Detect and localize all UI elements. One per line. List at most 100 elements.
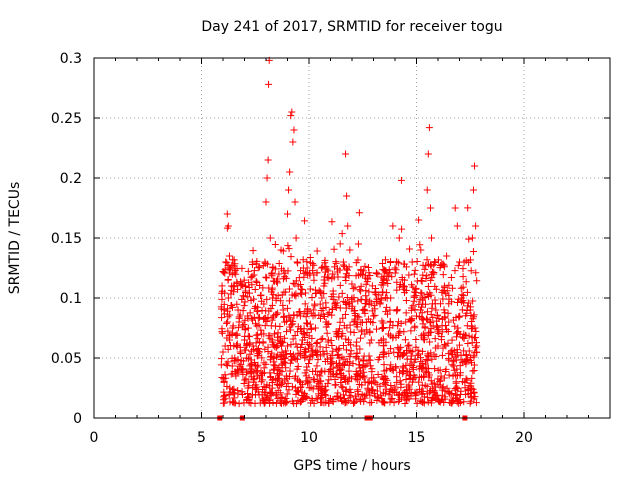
data-point [429,314,437,322]
data-point [271,362,279,370]
data-point [235,362,243,370]
data-point [226,342,234,350]
data-point [410,270,418,278]
data-point [333,360,341,368]
data-point [447,274,455,282]
data-point [239,322,247,330]
data-point [415,365,423,373]
data-point [348,298,356,306]
data-point [449,397,457,405]
data-point [440,283,448,291]
data-point [392,364,400,372]
data-point [253,257,261,265]
data-point [453,222,461,230]
data-point [288,397,296,405]
data-point [255,263,263,271]
data-point [301,217,309,225]
data-point [355,209,363,217]
data-point [364,263,372,271]
data-point [381,389,389,397]
data-point [294,397,302,405]
data-point [361,394,369,402]
data-point [233,342,241,350]
data-point [421,368,429,376]
data-point [336,240,344,248]
data-point [281,376,289,384]
data-point [306,320,314,328]
data-point [324,380,332,388]
data-point [251,302,259,310]
data-point [273,370,281,378]
data-point [356,395,364,403]
data-point [445,389,453,397]
data-point [466,357,474,365]
data-point [286,285,294,293]
data-point [351,317,359,325]
data-point [373,295,381,303]
data-point [249,342,257,350]
data-point [369,386,377,394]
data-point [438,328,446,336]
data-point [280,312,288,320]
data-point [353,338,361,346]
data-point [357,296,365,304]
data-point [457,298,465,306]
data-point [234,324,242,332]
data-point [223,224,231,232]
data-point [294,259,302,267]
data-point [237,349,245,357]
data-point [398,273,406,281]
data-point [346,246,354,254]
data-point [342,304,350,312]
data-point [338,230,346,238]
data-point [250,346,258,354]
data-point [424,331,432,339]
data-point [431,258,439,266]
data-point [371,378,379,386]
data-point [405,271,413,279]
data-point [257,368,265,376]
data-point [343,192,351,200]
data-point [266,332,274,340]
data-point [356,372,364,380]
data-point [241,316,249,324]
data-point [254,388,262,396]
data-point [443,252,451,260]
data-point [432,344,440,352]
data-point [239,365,247,373]
data-point [220,268,228,276]
data-point [469,297,477,305]
data-point [308,395,316,403]
data-point [416,397,424,405]
data-point [383,289,391,297]
data-point [218,282,226,290]
data-point [261,322,269,330]
data-point [418,277,426,285]
data-point [250,378,258,386]
data-point [218,329,226,337]
data-point [431,365,439,373]
data-point [296,307,304,315]
data-point [306,356,314,364]
data-point [372,269,380,277]
data-point [445,281,453,289]
data-point [263,174,271,182]
data-point [305,359,313,367]
data-point [392,258,400,266]
data-point [360,398,368,406]
data-point [358,270,366,278]
data-point [462,278,470,286]
data-point [246,369,254,377]
data-point [220,310,228,318]
data-point [379,259,387,267]
data-point [288,383,296,391]
data-point [339,361,347,369]
data-point [438,288,446,296]
data-point [267,392,275,400]
data-point [332,302,340,310]
data-point [439,344,447,352]
data-point [244,324,252,332]
data-point [471,324,479,332]
data-point [456,390,464,398]
data-point [407,327,415,335]
